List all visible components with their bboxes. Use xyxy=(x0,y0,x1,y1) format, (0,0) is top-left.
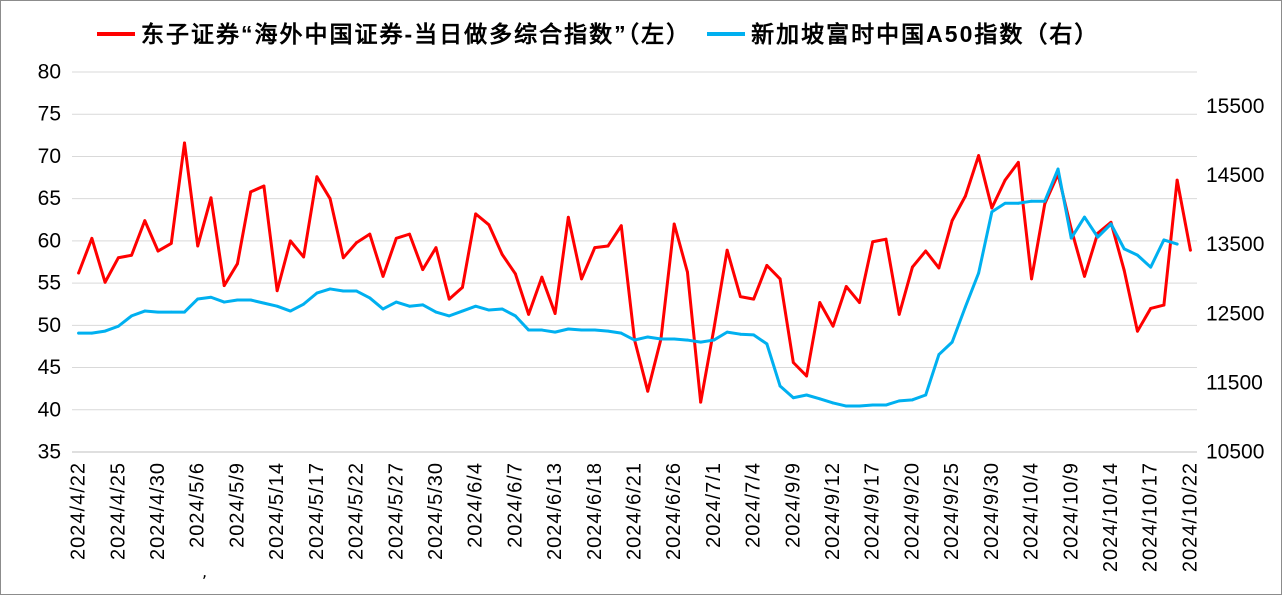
y-right-tick-label: 13500 xyxy=(1206,233,1264,256)
y-left-tick-label: 60 xyxy=(38,229,61,252)
x-tick-label: 2024/5/27 xyxy=(385,462,407,560)
x-tick-label: 2024/9/30 xyxy=(981,462,1003,560)
x-tick-label: 2024/9/12 xyxy=(822,462,844,560)
legend-swatch-right-series xyxy=(707,32,746,36)
x-tick-label: 2024/5/9 xyxy=(226,462,248,548)
y-right-tick-label: 12500 xyxy=(1206,302,1264,325)
y-left-tick-label: 55 xyxy=(38,272,61,295)
legend-item-left-series: 东子证券“海外中国证券-当日做多综合指数”（左） xyxy=(97,18,691,50)
x-tick-label: 2024/5/30 xyxy=(425,462,447,560)
x-tick-label: 2024/7/4 xyxy=(743,462,765,548)
x-tick-label: 2024/5/22 xyxy=(346,462,368,560)
series-line xyxy=(77,167,1179,408)
x-tick-label: 2024/9/17 xyxy=(862,462,884,560)
series-left xyxy=(77,141,1192,404)
gridlines xyxy=(72,71,1197,411)
legend-label-left-series: 东子证券“海外中国证券-当日做多综合指数”（左） xyxy=(141,21,692,47)
x-tick-label: 2024/10/17 xyxy=(1140,462,1162,572)
y-right-tick-label: 15500 xyxy=(1206,95,1264,118)
x-tick-label: 2024/6/7 xyxy=(504,462,526,548)
y-left-tick-label: 45 xyxy=(38,356,61,379)
y-left-tick-label: 80 xyxy=(38,61,61,84)
x-tick-label: 2024/5/14 xyxy=(266,462,288,560)
x-tick-label: 2024/6/26 xyxy=(663,462,685,560)
x-tick-label: 2024/4/22 xyxy=(68,462,90,560)
x-tick-label: 2024/7/1 xyxy=(703,462,725,548)
stray-mark: , xyxy=(202,562,207,581)
x-tick-label: 2024/6/18 xyxy=(584,462,606,560)
x-tick-label: 2024/9/20 xyxy=(901,462,923,560)
y-axis-left: 80 75 70 65 60 55 50 45 40 35 xyxy=(38,61,61,464)
y-left-tick-label: 70 xyxy=(38,145,61,168)
x-tick-label: 2024/5/17 xyxy=(306,462,328,560)
x-tick-label: 2024/4/25 xyxy=(107,462,129,560)
x-tick-label: 2024/10/22 xyxy=(1179,462,1201,572)
y-left-tick-label: 50 xyxy=(38,314,61,337)
x-tick-label: 2024/10/9 xyxy=(1060,462,1082,560)
x-tick-label: 2024/6/21 xyxy=(624,462,646,560)
x-tick-label: 2024/9/9 xyxy=(782,462,804,548)
y-left-tick-label: 65 xyxy=(38,187,61,210)
y-left-tick-label: 40 xyxy=(38,398,61,421)
x-tick-label: 2024/4/30 xyxy=(147,462,169,560)
y-right-tick-label: 14500 xyxy=(1206,164,1264,187)
legend-swatch-left-series xyxy=(97,32,135,36)
x-tick-label: 2024/10/14 xyxy=(1100,462,1122,572)
x-tick-label: 2024/6/13 xyxy=(544,462,566,560)
y-left-tick-label: 75 xyxy=(38,103,61,126)
x-tick-label: 2024/9/25 xyxy=(941,462,963,560)
legend-label-right-series: 新加坡富时中国A50指数（右） xyxy=(751,21,1100,47)
y-left-tick-label: 35 xyxy=(38,441,61,464)
series-line xyxy=(77,141,1192,404)
y-right-tick-label: 11500 xyxy=(1206,371,1263,394)
x-tick-label: 2024/6/4 xyxy=(465,462,487,548)
series-right xyxy=(77,167,1179,408)
x-tick-label: 2024/10/4 xyxy=(1021,462,1043,560)
x-axis: 2024/4/22 2024/4/25 2024/4/30 2024/5/6 2024/… xyxy=(68,462,1202,572)
x-tick-label: 2024/5/6 xyxy=(187,462,209,548)
y-right-tick-label: 10500 xyxy=(1206,441,1264,464)
y-axis-right: 15500 14500 13500 12500 11500 10500 xyxy=(1206,95,1264,463)
legend: 东子证券“海外中国证券-当日做多综合指数”（左） 新加坡富时中国A50指数（右） xyxy=(97,18,1271,50)
legend-item-right-series: 新加坡富时中国A50指数（右） xyxy=(707,18,1099,50)
